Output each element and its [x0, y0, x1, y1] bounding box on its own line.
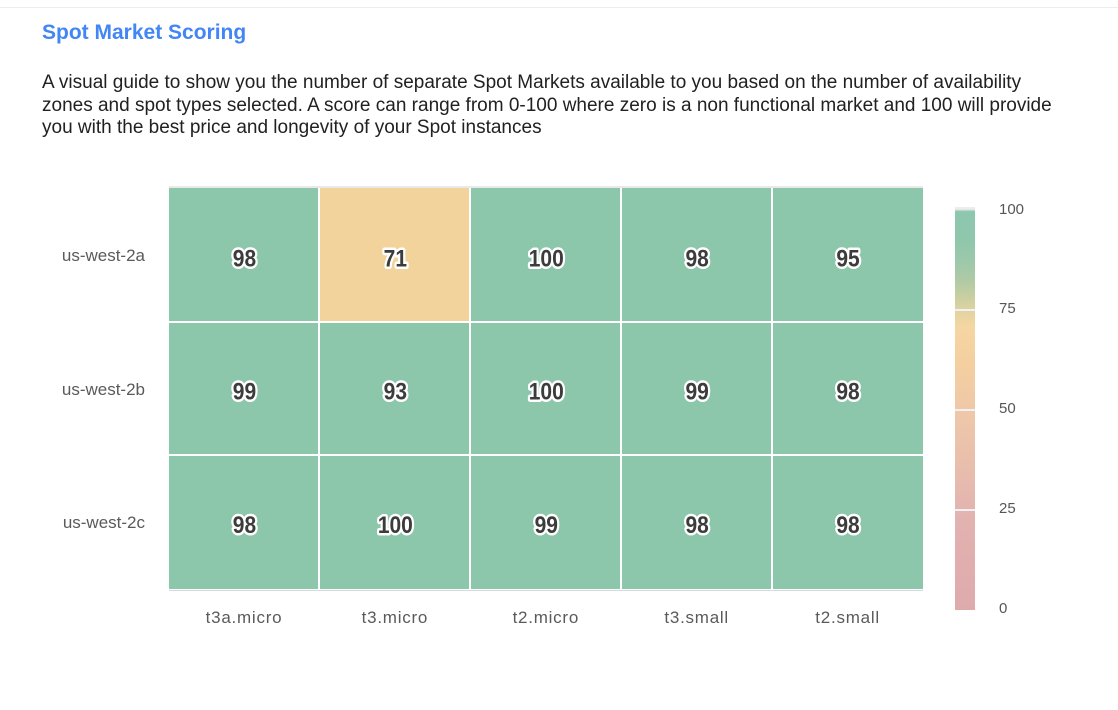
svg-text:100: 100 [528, 245, 563, 272]
svg-text:98: 98 [685, 245, 708, 272]
svg-text:100: 100 [377, 512, 412, 539]
svg-text:98: 98 [232, 245, 255, 272]
svg-text:99: 99 [685, 378, 708, 405]
svg-text:98: 98 [836, 378, 859, 405]
svg-text:98: 98 [836, 512, 859, 539]
svg-text:71: 71 [383, 245, 406, 272]
svg-text:99: 99 [534, 512, 557, 539]
svg-text:93: 93 [383, 378, 406, 405]
svg-text:99: 99 [232, 378, 255, 405]
svg-text:95: 95 [836, 245, 859, 272]
svg-text:98: 98 [232, 512, 255, 539]
svg-text:98: 98 [685, 512, 708, 539]
svg-text:100: 100 [528, 378, 563, 405]
